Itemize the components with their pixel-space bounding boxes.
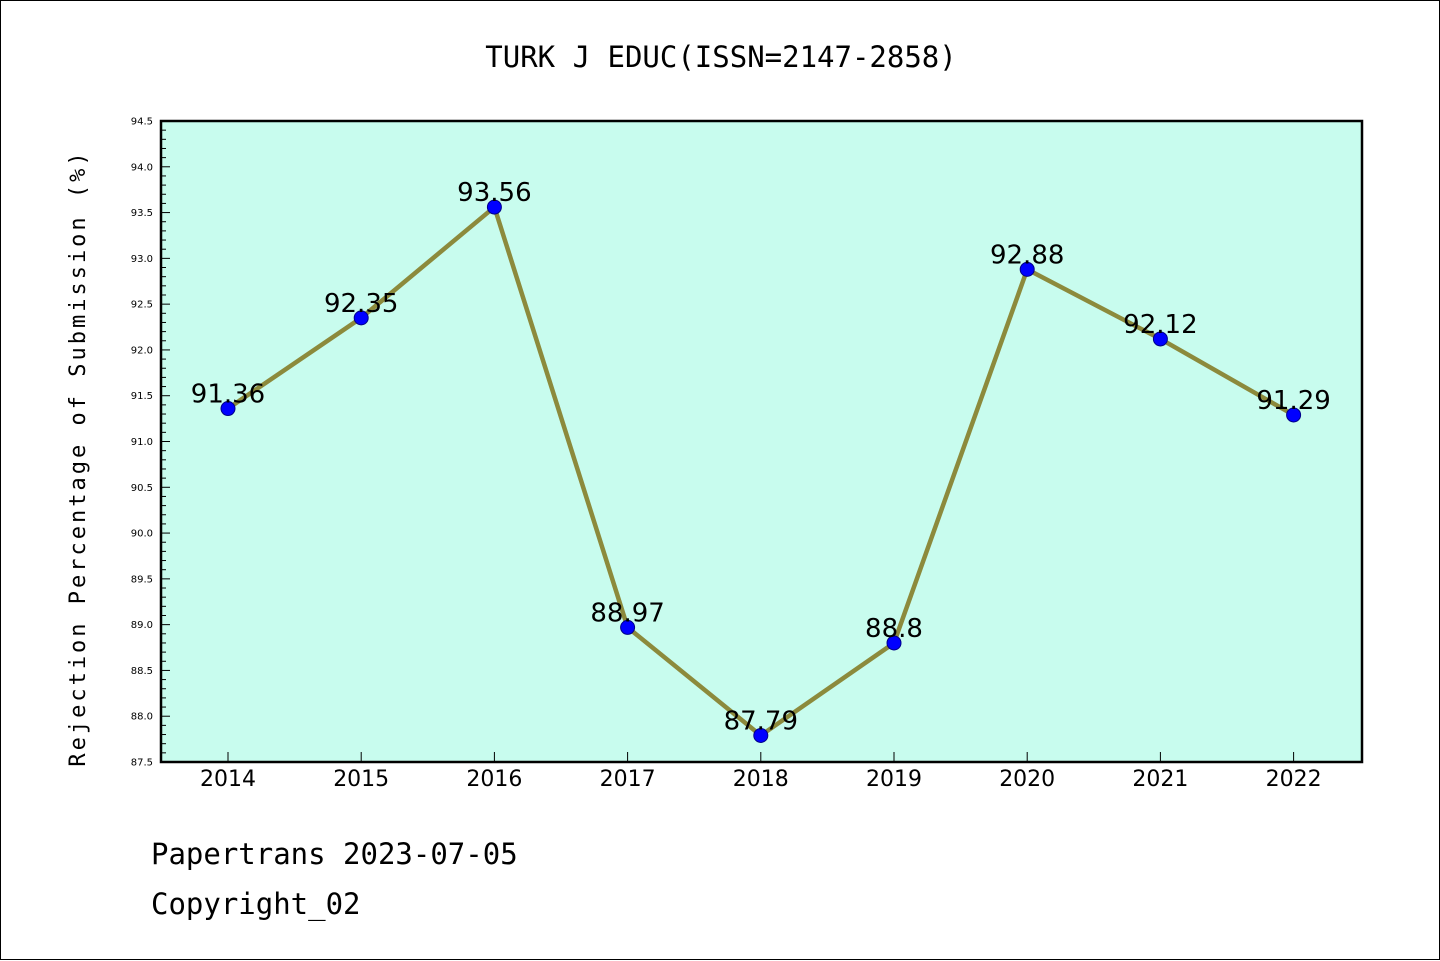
y-tick-label: 88.0 — [131, 712, 153, 723]
data-point — [353, 310, 369, 326]
y-tick-label: 93.5 — [131, 208, 153, 219]
data-point — [1286, 407, 1302, 423]
x-tick-label: 2016 — [466, 767, 522, 792]
y-tick-label: 91.5 — [131, 391, 153, 402]
chart-title: TURK J EDUC(ISSN=2147-2858) — [485, 40, 956, 74]
y-tick-label: 89.5 — [131, 574, 153, 585]
x-tick-label: 2022 — [1266, 767, 1322, 792]
plot-area — [159, 119, 1364, 764]
y-tick-label: 90.0 — [131, 529, 153, 540]
x-tick-label: 2015 — [333, 767, 389, 792]
y-tick-label: 94.0 — [131, 162, 153, 173]
y-tick-label: 90.5 — [131, 483, 153, 494]
data-point — [220, 401, 236, 417]
x-tick-label: 2019 — [866, 767, 922, 792]
data-point — [620, 619, 636, 635]
x-tick-label: 2017 — [600, 767, 656, 792]
y-tick-label: 87.5 — [131, 758, 153, 769]
footer-copyright: Copyright_02 — [151, 887, 361, 921]
x-tick-label: 2021 — [1132, 767, 1188, 792]
data-label: 92.12 — [1123, 310, 1197, 340]
x-tick-label: 2018 — [733, 767, 789, 792]
data-label: 92.35 — [324, 289, 398, 319]
data-label: 91.36 — [191, 380, 265, 410]
y-tick-label: 94.5 — [131, 117, 153, 128]
y-tick-label: 88.5 — [131, 666, 153, 677]
data-label: 91.29 — [1256, 386, 1330, 416]
data-markers — [220, 199, 1302, 743]
x-tick-label: 2020 — [999, 767, 1055, 792]
y-tick-label: 91.0 — [131, 437, 153, 448]
data-point — [753, 727, 769, 743]
data-point — [1152, 331, 1168, 347]
data-point — [1019, 261, 1035, 277]
data-point — [486, 199, 502, 215]
data-label: 88.8 — [865, 614, 923, 644]
y-tick-label: 89.0 — [131, 620, 153, 631]
data-point — [886, 635, 902, 651]
y-axis-ticks: 87.5 88.0 88.5 89.0 89.5 90.0 90.5 91.0 91.5 92.0… — [131, 117, 170, 769]
data-label: 87.79 — [724, 706, 798, 736]
y-axis-label: Rejection Percentage of Submission (%) — [66, 149, 91, 766]
x-axis-ticks: 2014 2015 2016 2017 2018 2019 2020 2021 2022 — [200, 752, 1322, 792]
y-tick-label: 92.0 — [131, 345, 153, 356]
data-labels: 91.36 92.35 93.56 88.97 87.79 88.8 92.88 92.12 9… — [191, 178, 1331, 736]
data-label: 93.56 — [457, 178, 531, 208]
data-label: 88.97 — [590, 598, 664, 628]
x-tick-label: 2014 — [200, 767, 256, 792]
data-label: 92.88 — [990, 240, 1064, 270]
y-tick-label: 93.0 — [131, 254, 153, 265]
y-tick-label: 92.5 — [131, 300, 153, 311]
footer-date: Papertrans 2023-07-05 — [151, 837, 518, 871]
